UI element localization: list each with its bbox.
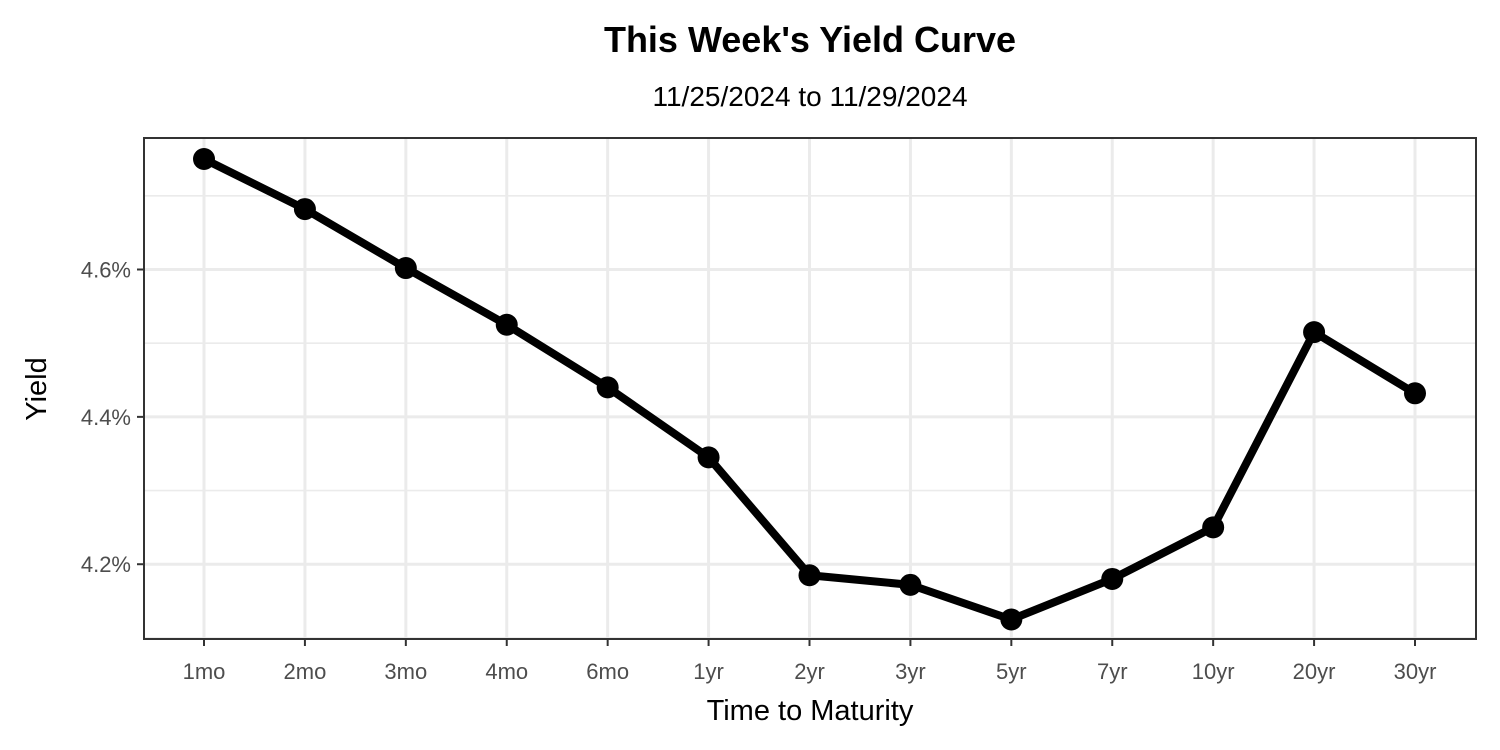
x-tick-label: 1mo [183,659,226,684]
data-point-2mo [293,198,316,221]
x-tick-label: 4mo [485,659,528,684]
x-tick-label: 7yr [1097,659,1128,684]
data-point-1yr [697,446,720,469]
x-tick-label: 30yr [1394,659,1437,684]
data-point-7yr [1101,567,1124,590]
grid-lines [144,138,1476,639]
y-axis: 4.2% 4.4% 4.6% [81,258,144,577]
data-point-3yr [899,573,922,596]
y-tick-label: 4.6% [81,258,131,283]
y-tick-label: 4.2% [81,552,131,577]
x-axis: 1mo 2mo 3mo 4mo 6mo 1yr 2yr 3yr 5yr 7yr 10yr 20yr 30… [183,639,1437,684]
x-tick-label: 20yr [1293,659,1336,684]
data-point-20yr [1303,321,1326,344]
x-tick-label: 5yr [996,659,1027,684]
data-point-4mo [495,313,518,336]
x-tick-label: 3yr [895,659,926,684]
x-axis-title: Time to Maturity [707,695,914,727]
chart-subtitle: 11/25/2024 to 11/29/2024 [652,81,967,112]
x-tick-label: 1yr [693,659,724,684]
x-tick-label: 10yr [1192,659,1235,684]
y-axis-title: Yield [21,357,53,420]
x-tick-label: 2yr [794,659,825,684]
plot-panel-border [143,137,1477,640]
data-point-30yr [1404,382,1426,405]
data-point-5yr [1000,608,1023,631]
data-point-2yr [798,564,821,587]
yield-series [193,147,1426,631]
data-point-10yr [1202,516,1225,539]
x-tick-label: 6mo [586,659,629,684]
x-tick-label: 2mo [284,659,327,684]
data-point-3mo [394,257,417,280]
chart-title: This Week's Yield Curve [604,19,1016,60]
x-tick-label: 3mo [384,659,427,684]
y-tick-label: 4.4% [81,405,131,430]
data-point-1mo [193,147,215,170]
data-point-6mo [596,376,619,399]
